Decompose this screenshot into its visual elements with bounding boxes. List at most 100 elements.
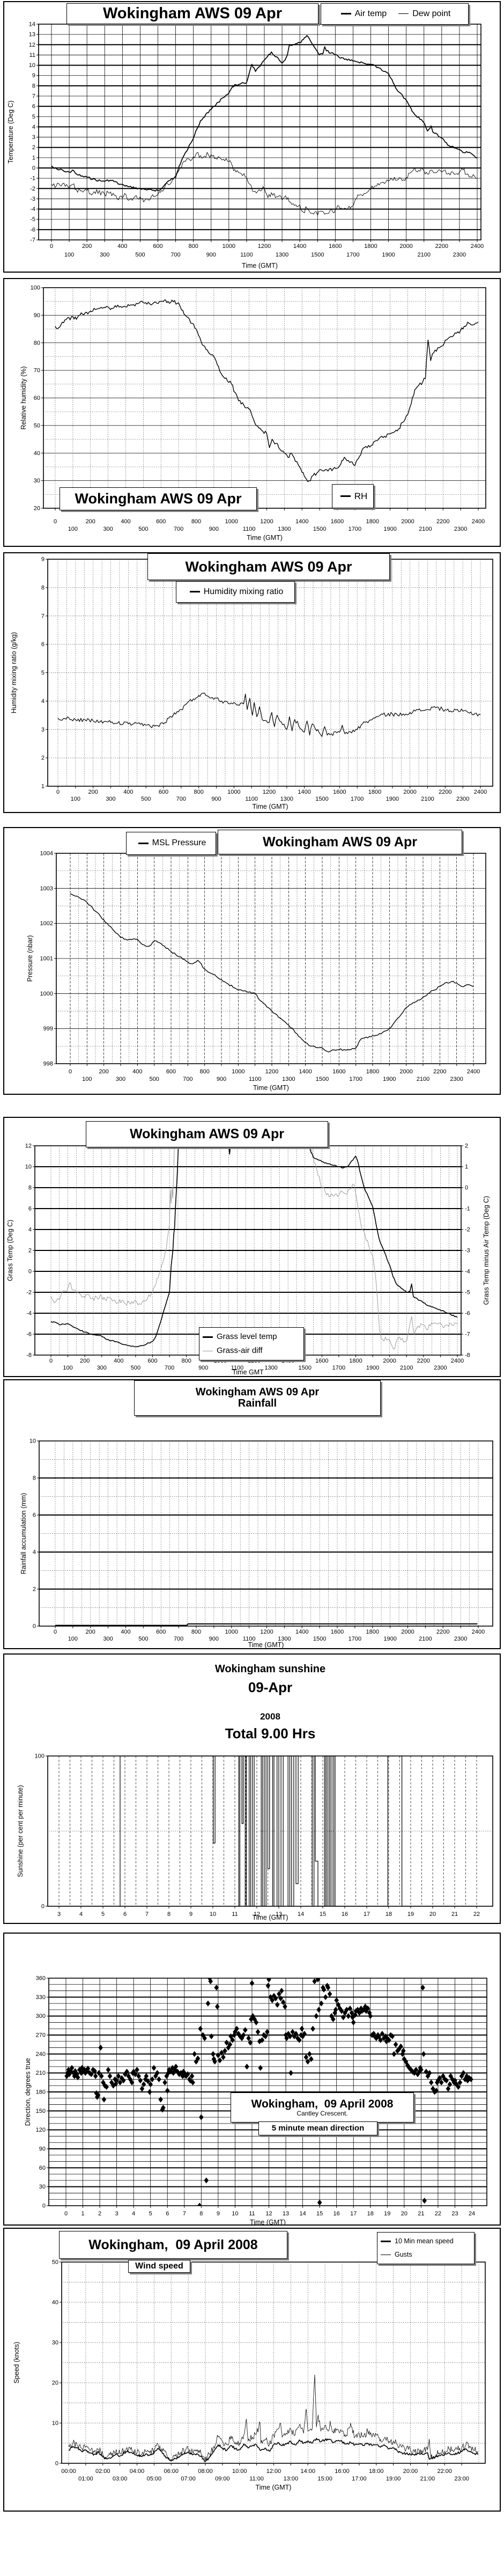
svg-text:4: 4	[33, 1549, 36, 1556]
svg-text:500: 500	[149, 1076, 159, 1082]
svg-text:10:00: 10:00	[232, 2468, 247, 2475]
svg-text:16:00: 16:00	[335, 2468, 350, 2475]
legend-line-icon	[381, 2241, 391, 2242]
svg-text:2300: 2300	[454, 1636, 467, 1642]
svg-text:800: 800	[181, 1358, 191, 1364]
svg-text:0: 0	[42, 2203, 46, 2209]
svg-text:24: 24	[469, 2211, 475, 2217]
svg-text:1200: 1200	[265, 1069, 278, 1075]
chart-total-hours: Total 9.00 Hrs	[48, 1725, 493, 1742]
svg-text:2200: 2200	[436, 518, 449, 525]
svg-text:15:00: 15:00	[317, 2476, 332, 2482]
svg-text:1400: 1400	[295, 518, 308, 525]
legend-label: 10 Min mean speed	[395, 2237, 454, 2245]
svg-text:23:00: 23:00	[454, 2476, 469, 2482]
svg-text:6: 6	[28, 1206, 32, 1212]
svg-text:240: 240	[36, 2051, 46, 2058]
chart-title: Wokingham sunshine	[48, 1663, 493, 1675]
chart-title: Wokingham AWS 09 Apr	[60, 487, 257, 510]
svg-text:1700: 1700	[332, 1365, 345, 1371]
legend-item: Gusts	[379, 2251, 412, 2258]
svg-text:1900: 1900	[382, 252, 395, 258]
svg-text:1700: 1700	[349, 1636, 361, 1642]
svg-text:-5: -5	[30, 216, 35, 223]
chart-title-text: Wokingham, 09 April 2008	[251, 2097, 394, 2110]
svg-text:80: 80	[34, 340, 40, 346]
legend-label: Grass-air diff	[217, 1346, 263, 1356]
svg-text:1: 1	[465, 1164, 468, 1170]
svg-text:800: 800	[191, 518, 201, 525]
svg-text:700: 700	[174, 526, 183, 532]
svg-text:Time GMT: Time GMT	[232, 1368, 264, 1376]
svg-text:800: 800	[194, 789, 203, 795]
svg-text:300: 300	[100, 252, 109, 258]
svg-text:900: 900	[198, 1365, 208, 1371]
svg-text:1500: 1500	[316, 1076, 329, 1082]
svg-text:Time (GMT): Time (GMT)	[256, 2484, 292, 2491]
svg-text:500: 500	[131, 1365, 140, 1371]
svg-text:300: 300	[103, 526, 113, 532]
legend-label: MSL Pressure	[152, 838, 206, 848]
chart-msl-pressure: 998 999 1000 1001 1002 1003 1004 0 200 400 600 800 1…	[3, 827, 501, 1095]
svg-text:9: 9	[41, 557, 45, 563]
svg-text:2300: 2300	[456, 796, 469, 802]
chart-subtitle-box: 5 minute mean direction	[258, 2121, 377, 2135]
chart-title: Wokingham AWS 09 Apr	[86, 1121, 328, 1147]
svg-text:1800: 1800	[366, 1629, 379, 1635]
svg-text:1100: 1100	[243, 526, 256, 532]
svg-text:300: 300	[106, 796, 115, 802]
svg-text:13: 13	[29, 32, 35, 38]
svg-text:150: 150	[36, 2108, 46, 2114]
svg-text:20: 20	[52, 2380, 58, 2387]
svg-text:30: 30	[39, 2184, 46, 2190]
svg-text:2400: 2400	[474, 789, 487, 795]
svg-text:17: 17	[364, 1911, 370, 1918]
svg-text:60: 60	[39, 2165, 46, 2171]
svg-text:1400: 1400	[295, 1629, 308, 1635]
chart-sunshine: 0 100 3 4 5 6 7 8 9 10 11 12 13 14 15 16 17 18 19 20 21 22 Tim…	[3, 1653, 501, 1924]
svg-text:1900: 1900	[383, 1636, 396, 1642]
chart-subtitle2-text: 5 minute mean direction	[271, 2124, 365, 2133]
svg-text:10: 10	[29, 1438, 36, 1445]
svg-text:2100: 2100	[419, 1636, 432, 1642]
svg-text:2: 2	[465, 1143, 468, 1150]
svg-text:12: 12	[29, 42, 35, 48]
svg-text:2400: 2400	[472, 518, 485, 525]
svg-text:1600: 1600	[331, 1629, 344, 1635]
svg-text:60: 60	[34, 395, 40, 401]
svg-text:1100: 1100	[231, 1365, 244, 1371]
svg-text:800: 800	[199, 1069, 209, 1075]
svg-text:-2: -2	[26, 1290, 32, 1296]
svg-text:2000: 2000	[403, 789, 416, 795]
svg-text:300: 300	[116, 1076, 125, 1082]
svg-text:-6: -6	[26, 1331, 32, 1338]
svg-text:Speed (knots): Speed (knots)	[13, 2342, 20, 2384]
svg-text:1100: 1100	[249, 1076, 262, 1082]
chart-title-text: Wokingham AWS 09 Apr	[129, 1126, 284, 1142]
svg-text:2100: 2100	[400, 1365, 413, 1371]
svg-text:14: 14	[298, 1911, 304, 1918]
svg-text:1200: 1200	[260, 1629, 273, 1635]
svg-text:100: 100	[68, 1636, 78, 1642]
svg-text:900: 900	[209, 1636, 219, 1642]
svg-text:1000: 1000	[40, 991, 53, 997]
svg-text:700: 700	[176, 796, 186, 802]
svg-text:1300: 1300	[280, 796, 293, 802]
svg-text:06:00: 06:00	[164, 2468, 179, 2475]
svg-text:Time (GMT): Time (GMT)	[247, 534, 283, 541]
svg-text:18: 18	[386, 1911, 392, 1918]
svg-text:Humidity mixing ratio (g/kg): Humidity mixing ratio (g/kg)	[10, 632, 18, 713]
svg-text:16: 16	[342, 1911, 348, 1918]
svg-text:0: 0	[54, 1629, 57, 1635]
svg-text:1200: 1200	[258, 243, 271, 250]
chart-title: Wokingham AWS 09 Apr	[66, 3, 318, 24]
chart-title: Wokingham AWS 09 Apr	[218, 830, 462, 854]
svg-text:15: 15	[320, 1911, 326, 1918]
svg-text:2: 2	[33, 1586, 36, 1593]
svg-text:100: 100	[64, 252, 74, 258]
svg-text:200: 200	[80, 1358, 90, 1364]
svg-text:1700: 1700	[346, 252, 359, 258]
svg-text:Relative humidity (%): Relative humidity (%)	[20, 366, 27, 429]
svg-text:1700: 1700	[349, 1076, 362, 1082]
svg-text:360: 360	[36, 1975, 46, 1982]
